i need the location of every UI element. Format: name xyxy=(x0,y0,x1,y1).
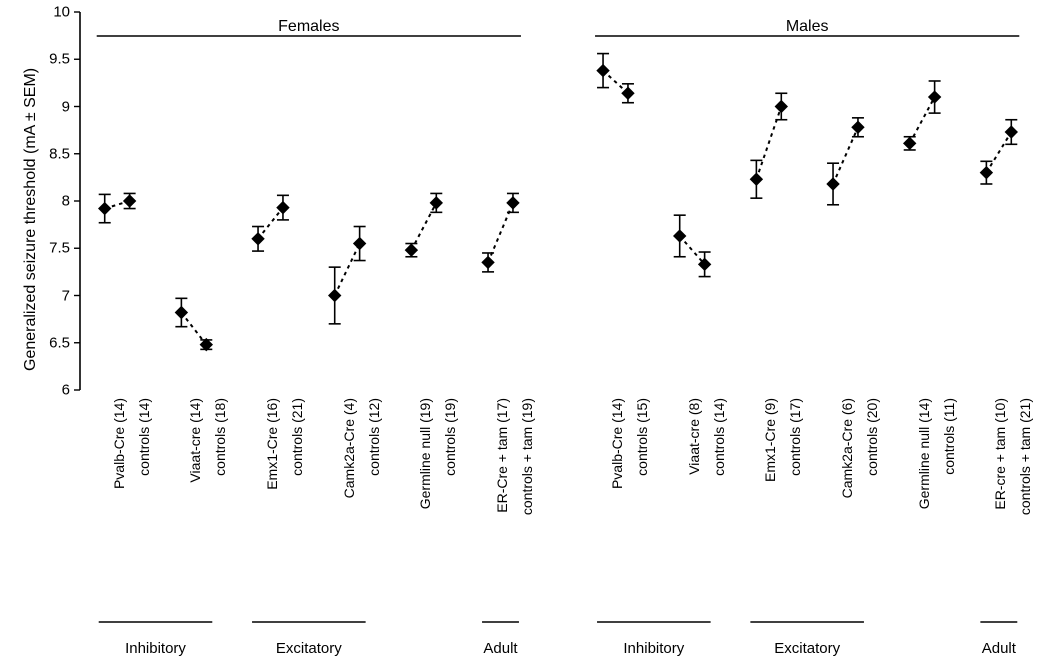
data-marker xyxy=(329,290,341,302)
group-label: Adult xyxy=(982,640,1016,657)
x-tick-label: controls (18) xyxy=(212,398,228,476)
data-marker xyxy=(852,121,864,133)
pair-connector xyxy=(411,203,436,250)
x-tick-label: controls (17) xyxy=(787,398,803,476)
data-marker xyxy=(430,197,442,209)
x-tick-label: controls (14) xyxy=(136,398,152,476)
data-marker xyxy=(482,256,494,268)
x-tick-label: controls (19) xyxy=(442,398,458,476)
pair-connector xyxy=(603,71,628,94)
group-label: Adult xyxy=(483,640,517,657)
data-marker xyxy=(175,307,187,319)
x-tick-label: controls (12) xyxy=(366,398,382,476)
x-tick-label: Camk2a-Cre (4) xyxy=(341,398,357,498)
y-tick-label: 10 xyxy=(0,4,70,21)
data-marker xyxy=(507,197,519,209)
x-tick-label: Pvalb-Cre (14) xyxy=(609,398,625,489)
data-marker xyxy=(1005,126,1017,138)
data-marker xyxy=(99,203,111,215)
plot-svg xyxy=(0,0,1050,665)
x-tick-label: Emx1-Cre (16) xyxy=(264,398,280,490)
x-tick-label: Germline null (19) xyxy=(417,398,433,509)
x-tick-label: controls (20) xyxy=(864,398,880,476)
x-tick-label: controls (15) xyxy=(634,398,650,476)
x-tick-label: Camk2a-Cre (6) xyxy=(839,398,855,498)
x-tick-label: ER-cre + tam (10) xyxy=(992,398,1008,510)
group-label: Excitatory xyxy=(774,640,840,657)
pair-connector xyxy=(833,127,858,184)
x-tick-label: controls + tam (21) xyxy=(1017,398,1033,515)
x-tick-label: controls + tam (19) xyxy=(519,398,535,515)
data-marker xyxy=(980,167,992,179)
data-marker xyxy=(405,244,417,256)
data-marker xyxy=(277,202,289,214)
x-tick-label: Emx1-Cre (9) xyxy=(762,398,778,482)
data-marker xyxy=(354,238,366,250)
x-tick-label: Viaat-cre (8) xyxy=(686,398,702,475)
data-marker xyxy=(827,178,839,190)
y-axis-title: Generalized seizure threshold (mA ± SEM) xyxy=(22,68,40,371)
x-tick-label: controls (21) xyxy=(289,398,305,476)
x-tick-label: controls (14) xyxy=(711,398,727,476)
data-marker xyxy=(252,233,264,245)
panel-label: Females xyxy=(278,18,339,36)
x-tick-label: ER-Cre + tam (17) xyxy=(494,398,510,513)
panel-label: Males xyxy=(786,18,829,36)
x-tick-label: Viaat-cre (14) xyxy=(187,398,203,483)
data-marker xyxy=(929,91,941,103)
data-marker xyxy=(750,173,762,185)
data-marker xyxy=(597,65,609,77)
data-marker xyxy=(622,87,634,99)
data-marker xyxy=(674,230,686,242)
pair-connector xyxy=(680,236,705,264)
y-tick-label: 6 xyxy=(0,382,70,399)
x-tick-label: Pvalb-Cre (14) xyxy=(111,398,127,489)
x-tick-label: controls (11) xyxy=(941,398,957,475)
pair-connector xyxy=(258,208,283,239)
data-marker xyxy=(124,195,136,207)
x-tick-label: Germline null (14) xyxy=(916,398,932,509)
group-label: Excitatory xyxy=(276,640,342,657)
data-marker xyxy=(904,137,916,149)
pair-connector xyxy=(488,203,513,263)
pair-connector xyxy=(335,244,360,296)
group-label: Inhibitory xyxy=(623,640,684,657)
data-marker xyxy=(775,101,787,113)
group-label: Inhibitory xyxy=(125,640,186,657)
y-tick-label: 9.5 xyxy=(0,51,70,68)
pair-connector xyxy=(986,132,1011,173)
chart-container: 66.577.588.599.510Generalized seizure th… xyxy=(0,0,1050,665)
pair-connector xyxy=(756,107,781,180)
pair-connector xyxy=(910,97,935,143)
